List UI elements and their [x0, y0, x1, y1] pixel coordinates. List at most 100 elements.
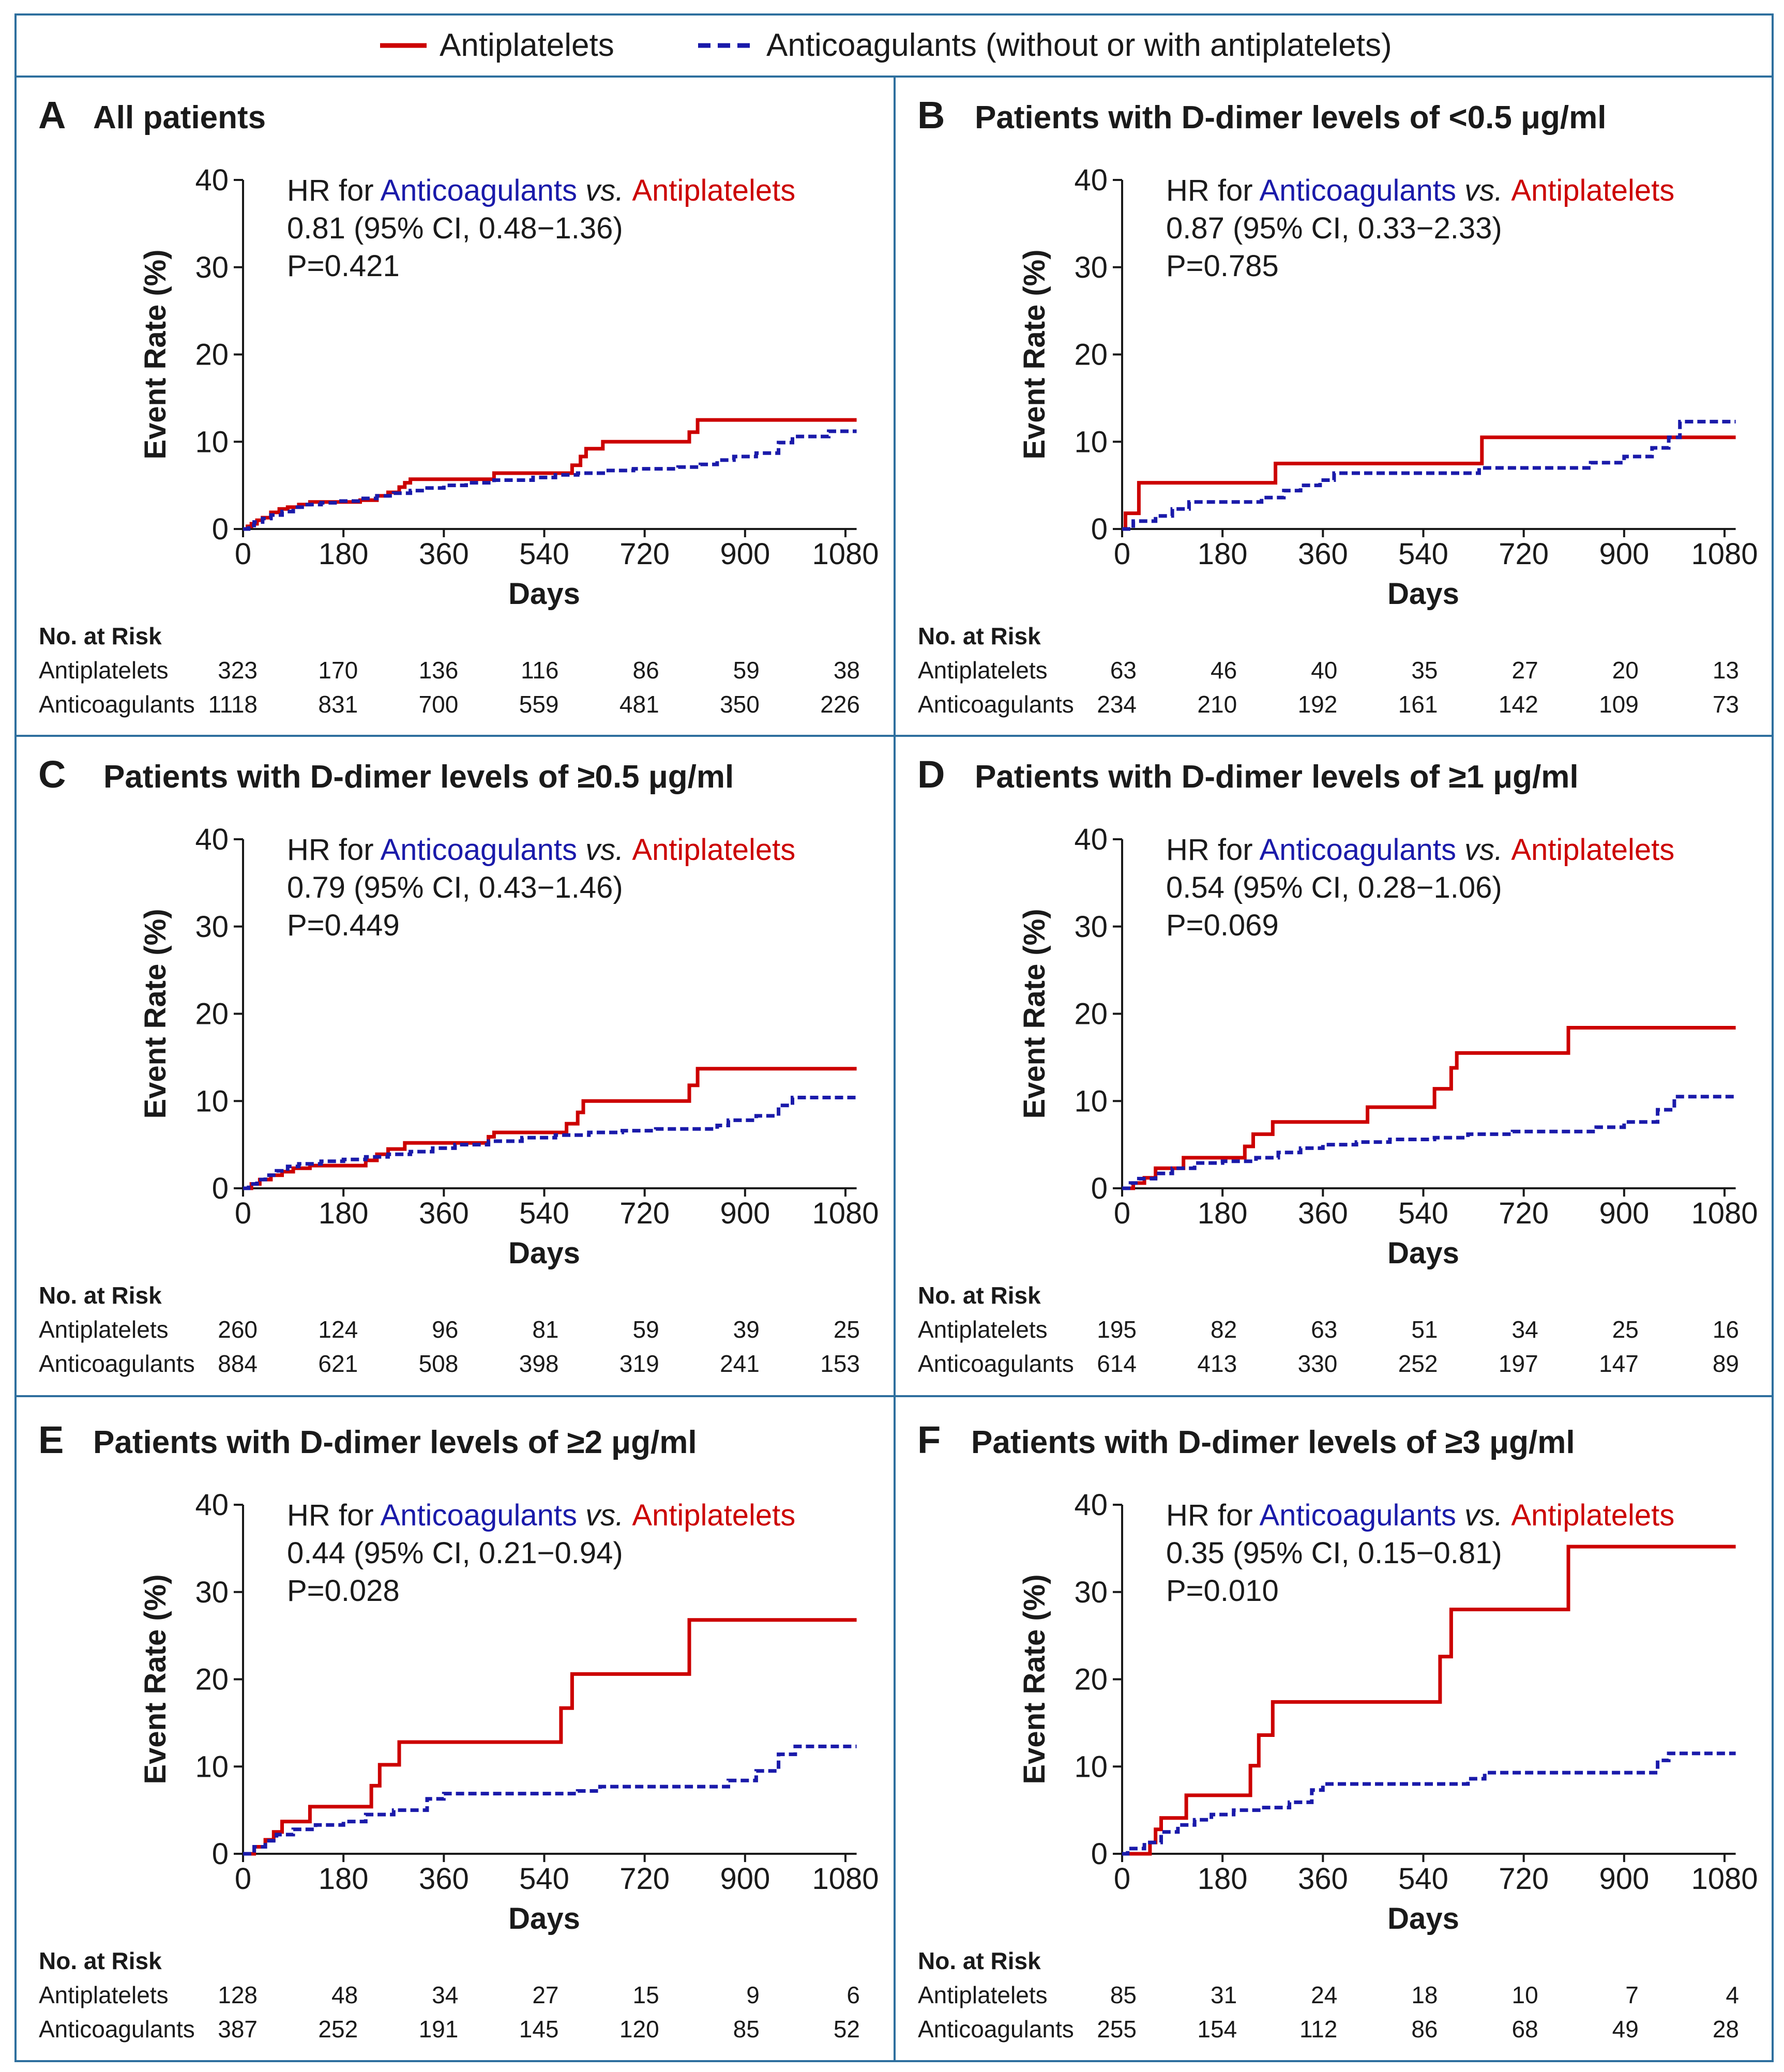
hr-prefix: HR for	[1166, 1499, 1260, 1532]
panel-letter: E	[38, 1418, 64, 1461]
x-tick-label: 360	[1298, 1197, 1348, 1230]
panel-letter: C	[38, 753, 66, 796]
risk-value: 59	[632, 1316, 659, 1343]
risk-value: 24	[1311, 1982, 1337, 2008]
risk-row-label: Anticoagulants	[918, 2016, 1074, 2043]
panel-frames	[14, 13, 1774, 2062]
panel-b: B Patients with D-dimer levels of <0.5 μg…	[917, 94, 1758, 718]
risk-value: 86	[1411, 2016, 1438, 2043]
risk-value: 38	[834, 657, 860, 684]
x-tick-label: 540	[519, 1862, 569, 1896]
hr-group-anticoagulants: Anticoagulants	[1260, 174, 1456, 207]
risk-value: 136	[419, 657, 459, 684]
risk-row-label: Antiplatelets	[39, 1316, 169, 1343]
legend-anticoagulants-label: Anticoagulants (without or with antiplat…	[766, 27, 1392, 63]
risk-value: 4	[1726, 1982, 1739, 2008]
y-tick-label: 10	[195, 1750, 229, 1783]
x-tick-label: 0	[235, 1197, 251, 1230]
hr-annotation: HR for Anticoagulants vs. Antiplatelets	[1166, 833, 1674, 867]
risk-value: 49	[1612, 2016, 1639, 2043]
curve-anticoagulants	[243, 429, 857, 531]
hr-group-anticoagulants: Anticoagulants	[1260, 1499, 1456, 1532]
risk-row-label: Antiplatelets	[39, 657, 169, 684]
x-tick-label: 180	[1198, 537, 1248, 571]
p-value: P=0.010	[1166, 1574, 1279, 1608]
y-tick-label: 30	[1074, 910, 1108, 944]
hr-vs: vs.	[1456, 174, 1511, 207]
risk-value: 241	[720, 1350, 760, 1377]
hr-value: 0.87 (95% CI, 0.33−2.33)	[1166, 211, 1502, 245]
risk-value: 226	[820, 691, 860, 718]
panel-title: Patients with D-dimer levels of ≥1 μg/ml	[975, 759, 1579, 795]
risk-value: 260	[218, 1316, 258, 1343]
y-tick-label: 20	[195, 997, 229, 1031]
x-tick-label: 540	[1398, 1862, 1448, 1896]
x-tick-label: 540	[519, 1197, 569, 1230]
risk-value: 109	[1599, 691, 1639, 718]
y-tick-label: 20	[195, 1663, 229, 1697]
x-tick-label: 1080	[1691, 1197, 1758, 1230]
hr-group-anticoagulants: Anticoagulants	[1260, 833, 1456, 867]
x-tick-label: 0	[235, 1862, 251, 1896]
risk-value: 9	[746, 1982, 760, 2008]
p-value: P=0.028	[287, 1574, 400, 1608]
y-tick-label: 10	[1074, 1750, 1108, 1783]
curve-antiplatelets	[1122, 1026, 1736, 1190]
risk-value: 63	[1110, 657, 1137, 684]
x-tick-label: 900	[1599, 537, 1649, 571]
curve-antiplatelets	[243, 1618, 857, 1856]
x-axis-label: Days	[1387, 1236, 1459, 1270]
hr-annotation: HR for Anticoagulants vs. Antiplatelets	[287, 174, 795, 207]
risk-value: 197	[1499, 1350, 1538, 1377]
risk-value: 621	[318, 1350, 358, 1377]
y-tick-label: 40	[195, 823, 229, 856]
risk-value: 16	[1713, 1316, 1739, 1343]
risk-value: 34	[1511, 1316, 1538, 1343]
x-tick-label: 900	[1599, 1862, 1649, 1896]
risk-value: 13	[1713, 657, 1739, 684]
panel-e: E Patients with D-dimer levels of ≥2 μg/m…	[38, 1418, 879, 2043]
hr-group-anticoagulants: Anticoagulants	[381, 174, 577, 207]
legend: Antiplatelets Anticoagulants (without or…	[380, 27, 1392, 63]
risk-value: 884	[218, 1350, 258, 1377]
x-tick-label: 900	[720, 1197, 770, 1230]
curve-anticoagulants	[1122, 1751, 1736, 1856]
risk-value: 25	[1612, 1316, 1639, 1343]
x-tick-label: 720	[619, 1862, 670, 1896]
risk-value: 161	[1398, 691, 1438, 718]
panel-c: C Patients with D-dimer levels of ≥0.5 μg…	[38, 753, 879, 1377]
risk-value: 6	[846, 1982, 860, 2008]
risk-value: 330	[1298, 1350, 1338, 1377]
y-axis-label: Event Rate (%)	[1018, 249, 1051, 459]
x-axis-label: Days	[1387, 1902, 1459, 1935]
risk-value: 195	[1097, 1316, 1137, 1343]
risk-value: 481	[619, 691, 659, 718]
risk-value: 210	[1197, 691, 1237, 718]
curve-antiplatelets	[1122, 1545, 1736, 1856]
p-value: P=0.785	[1166, 249, 1279, 283]
x-tick-label: 1080	[1691, 1862, 1758, 1896]
x-tick-label: 540	[1398, 537, 1448, 571]
hr-vs: vs.	[577, 833, 632, 867]
y-tick-label: 30	[195, 251, 229, 284]
panel-title: Patients with D-dimer levels of ≥0.5 μg/…	[103, 759, 734, 795]
risk-value: 398	[519, 1350, 559, 1377]
panel-f: F Patients with D-dimer levels of ≥3 μg/m…	[917, 1418, 1758, 2043]
x-tick-label: 0	[1114, 1862, 1130, 1896]
risk-value: 413	[1197, 1350, 1237, 1377]
risk-row-label: Anticoagulants	[39, 691, 195, 718]
risk-value: 124	[318, 1316, 358, 1343]
y-axis-label: Event Rate (%)	[1018, 909, 1051, 1118]
y-tick-label: 30	[1074, 1576, 1108, 1609]
panel-title: Patients with D-dimer levels of ≥2 μg/ml	[93, 1425, 697, 1460]
y-tick-label: 20	[1074, 338, 1108, 372]
risk-value: 128	[218, 1982, 258, 2008]
hr-vs: vs.	[1456, 833, 1511, 867]
risk-value: 25	[834, 1316, 860, 1343]
panel-title: Patients with D-dimer levels of ≥3 μg/ml	[971, 1425, 1575, 1460]
x-tick-label: 360	[419, 1862, 469, 1896]
risk-value: 1118	[208, 691, 258, 718]
x-tick-label: 720	[619, 1197, 670, 1230]
risk-value: 28	[1713, 2016, 1739, 2043]
